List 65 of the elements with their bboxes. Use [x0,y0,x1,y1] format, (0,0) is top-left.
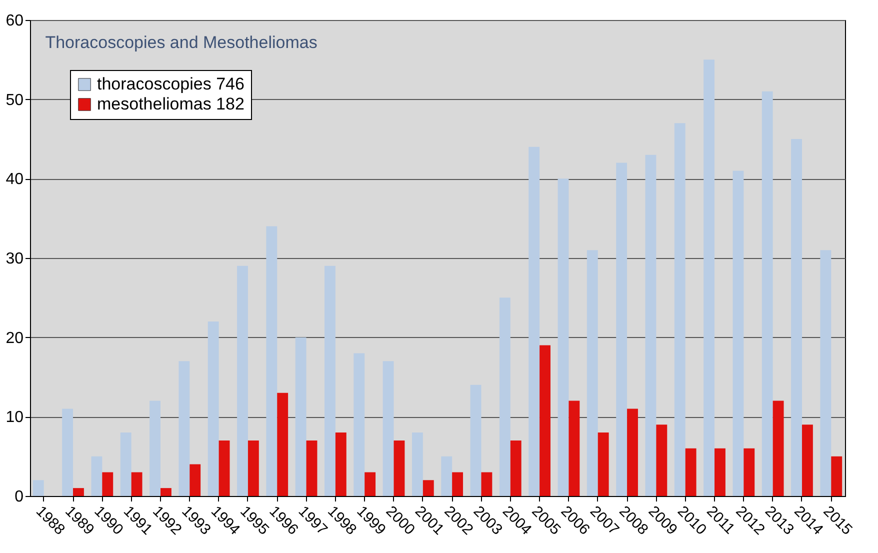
bar [73,488,84,496]
y-tick-label: 60 [6,12,24,30]
bar [412,432,423,496]
bar [190,464,201,496]
bar [277,392,288,496]
bar [364,472,376,496]
bar [802,424,813,496]
bar [645,154,656,496]
bar [772,400,784,496]
legend-label: thoracoscopies 746 [97,74,244,94]
bar [499,298,510,496]
bar [586,250,598,496]
bar [324,266,336,496]
bar [354,353,365,496]
y-tick-label: 30 [6,250,24,268]
bar [335,432,346,496]
text: Thoracoscopies and Mesotheliomas [45,33,318,52]
y-tick-label: 0 [14,488,24,506]
bar [791,139,802,496]
y-tick-label: 50 [6,92,24,109]
bar [422,480,434,496]
bar [674,123,686,496]
bar [91,456,102,496]
bar [820,250,832,496]
bar [470,384,482,496]
bar [732,170,744,496]
bar [528,146,540,496]
bar [598,432,609,496]
bar [616,162,628,496]
bar [266,226,278,496]
bar [452,472,464,496]
bar [704,60,715,496]
bar [62,408,74,496]
bar [831,456,842,496]
bar [131,472,142,496]
bar [441,456,452,496]
y-tick-label: 20 [6,330,24,347]
legend-label: mesotheliomas 182 [97,94,244,114]
bar [714,448,726,496]
bar [510,440,522,496]
bar [568,400,580,496]
bar [150,400,160,496]
bar [627,408,638,496]
bar [295,337,306,496]
y-tick-label: 10 [6,409,24,426]
bar [178,361,190,496]
bar [218,440,230,496]
bar [685,448,696,496]
bar [248,440,259,496]
bar [540,345,550,496]
bar [762,91,773,496]
bar [394,440,405,496]
bar [120,432,132,496]
bar [306,440,318,496]
bar [102,472,114,496]
bar [160,488,172,496]
bar [382,361,394,496]
bar [237,266,248,496]
bar [481,472,492,496]
bar [208,321,219,496]
bar [558,178,569,496]
bar [744,448,755,496]
y-tick-label: 40 [6,171,24,188]
bar [656,424,668,496]
bar [32,480,44,496]
